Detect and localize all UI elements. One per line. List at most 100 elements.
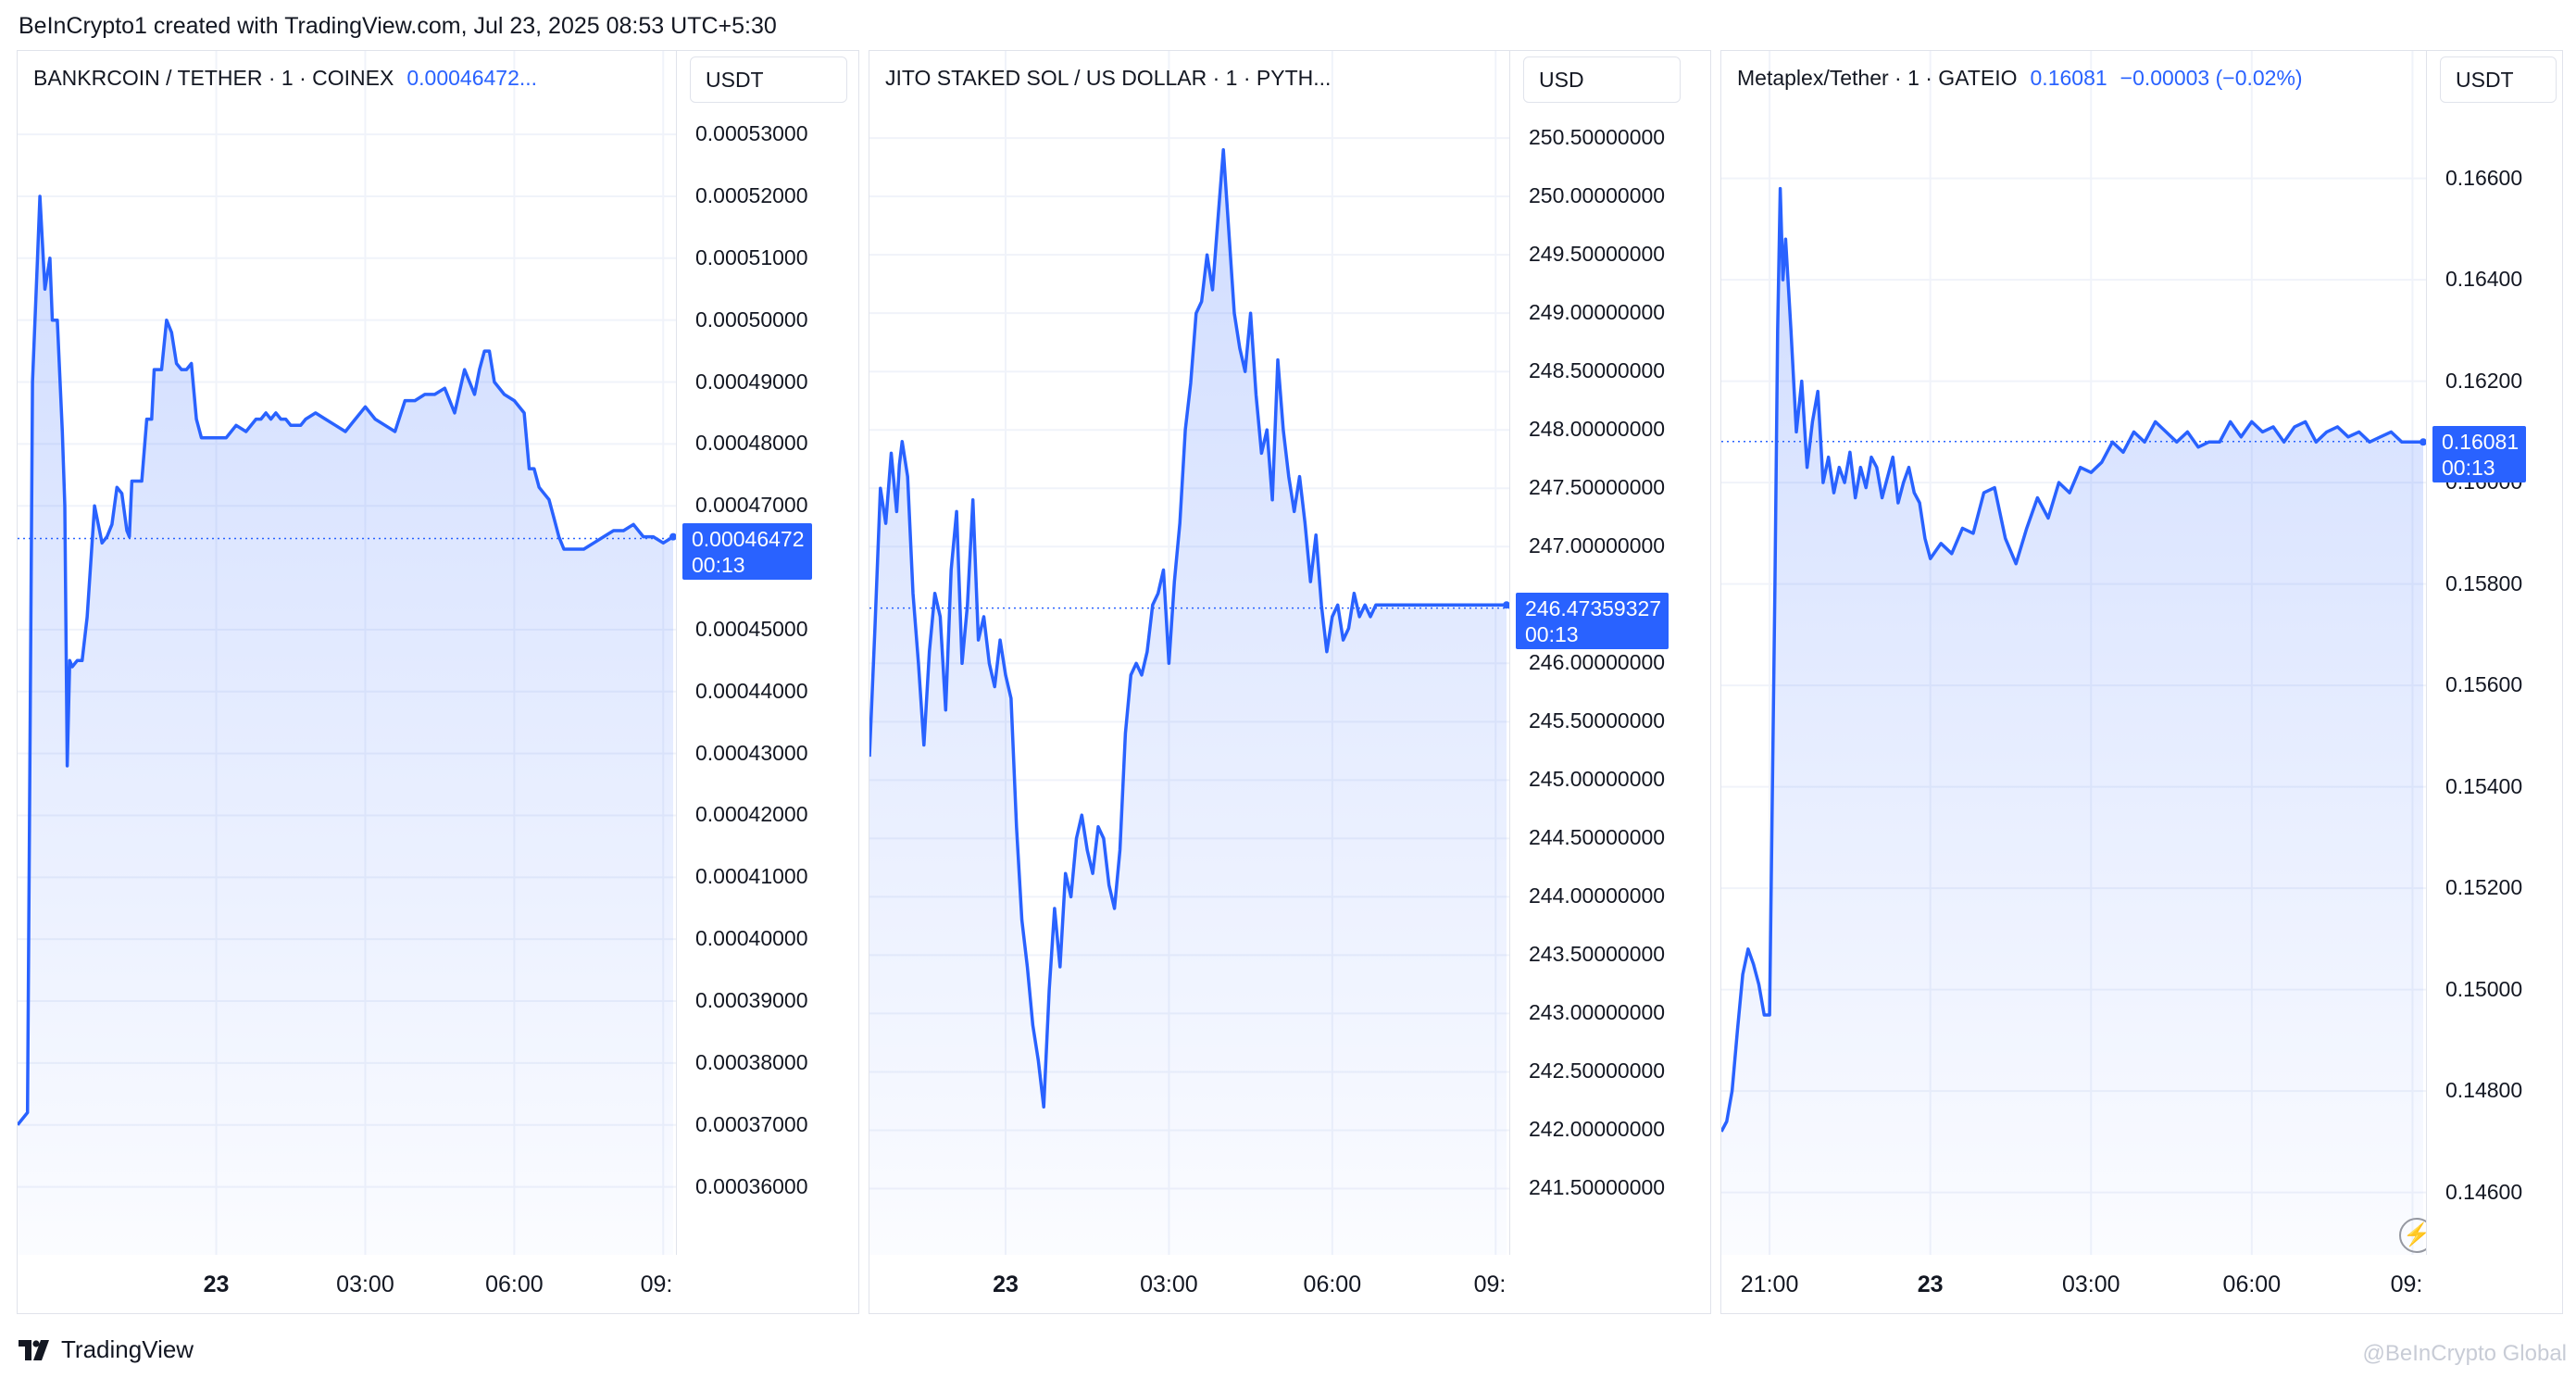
plot-area[interactable]: JITO STAKED SOL / US DOLLAR · 1 · PYTH..… (869, 51, 1510, 1255)
price-tick-label: 242.00000000 (1529, 1117, 1666, 1142)
price-tick-label: 0.00049000 (695, 369, 808, 394)
price-tick-label: 0.00044000 (695, 678, 808, 703)
price-line (1721, 186, 2423, 1133)
chart-credit: BeInCrypto1 created with TradingView.com… (19, 13, 777, 39)
price-chart-bankrcoin (18, 51, 676, 1255)
price-tick-label: 0.00045000 (695, 616, 808, 641)
symbol-name: Metaplex/Tether · 1 · GATEIO (1737, 66, 2018, 90)
last-price-value: 0.00046472 (692, 526, 805, 551)
price-tick-label: 0.14800 (2445, 1078, 2523, 1103)
currency-unit-button[interactable]: USDT (690, 56, 847, 103)
watermark-text: @BeInCrypto Global (2362, 1341, 2567, 1366)
price-tick-label: 243.00000000 (1529, 1000, 1666, 1025)
bar-countdown: 00:13 (1525, 621, 1579, 646)
price-tick-label: 0.00050000 (695, 307, 808, 332)
legend-change: −0.00003 (−0.02%) (2120, 66, 2303, 90)
last-point (1503, 601, 1509, 609)
price-tick-label: 250.00000000 (1529, 183, 1666, 208)
price-axis[interactable]: USDT 0.14600 0.14800 0.15000 0.15200 0.15400… (2427, 51, 2562, 1313)
price-line (869, 147, 1507, 1109)
last-price-tag: 0.16081 00:13 (2432, 425, 2527, 482)
time-tick-label: 09: (2390, 1272, 2423, 1297)
time-tick-label: 09: (640, 1272, 673, 1297)
price-axis[interactable]: USDT 0.00036000 0.00037000 0.00038000 0.000… (677, 51, 858, 1313)
plot-area[interactable]: Metaplex/Tether · 1 · GATEIO 0.16081 −0.00… (1721, 51, 2427, 1255)
price-tick-label: 0.16600 (2445, 165, 2523, 190)
price-tick-label: 0.00051000 (695, 244, 808, 269)
last-price-tag: 246.47359327 00:13 (1516, 592, 1669, 649)
price-tick-label: 0.15400 (2445, 773, 2523, 798)
chart-panel-jitosol[interactable]: JITO STAKED SOL / US DOLLAR · 1 · PYTH..… (869, 50, 1711, 1314)
price-tick-label: 0.00041000 (695, 864, 808, 889)
price-tick-label: 0.00052000 (695, 182, 808, 207)
price-tick-label: 247.00000000 (1529, 533, 1666, 558)
price-tick-label: 0.00038000 (695, 1049, 808, 1074)
time-tick-label: 06:00 (1303, 1272, 1362, 1297)
price-tick-label: 249.50000000 (1529, 242, 1666, 267)
last-price-value: 0.16081 (2442, 429, 2520, 454)
price-tick-label: 0.14600 (2445, 1179, 2523, 1204)
symbol-name: JITO STAKED SOL / US DOLLAR · 1 · PYTH..… (885, 66, 1332, 90)
symbol-legend[interactable]: Metaplex/Tether · 1 · GATEIO 0.16081 −0.00… (1737, 66, 2303, 91)
last-price-tag: 0.00046472 00:13 (682, 522, 812, 580)
chart-panel-metaplex[interactable]: Metaplex/Tether · 1 · GATEIO 0.16081 −0.00… (1720, 50, 2563, 1314)
plot-area[interactable]: BANKRCOIN / TETHER · 1 · COINEX 0.0004647… (18, 51, 677, 1255)
price-tick-label: 0.00043000 (695, 740, 808, 765)
bar-countdown: 00:13 (2442, 455, 2495, 480)
price-tick-label: 0.00053000 (695, 121, 808, 146)
price-tick-label: 0.00048000 (695, 431, 808, 456)
price-tick-label: 248.00000000 (1529, 417, 1666, 442)
logo-text: TradingView (61, 1335, 194, 1363)
tradingview-logo[interactable]: TradingView (19, 1335, 194, 1364)
currency-unit-button[interactable]: USDT (2440, 56, 2557, 103)
chart-panel-bankrcoin[interactable]: BANKRCOIN / TETHER · 1 · COINEX 0.0004647… (17, 50, 859, 1314)
time-tick-label: 06:00 (485, 1272, 544, 1297)
time-tick-label: 23 (993, 1272, 1019, 1297)
price-tick-label: 244.50000000 (1529, 825, 1666, 850)
area-fill (869, 149, 1507, 1255)
price-tick-label: 249.00000000 (1529, 300, 1666, 325)
price-tick-label: 0.15000 (2445, 976, 2523, 1001)
price-tick-label: 0.16400 (2445, 267, 2523, 292)
last-price-value: 246.47359327 (1525, 595, 1662, 620)
legend-price: 0.16081 (2030, 66, 2107, 90)
symbol-legend[interactable]: JITO STAKED SOL / US DOLLAR · 1 · PYTH..… (885, 66, 1331, 91)
time-tick-label: 03:00 (336, 1272, 394, 1297)
price-tick-label: 0.00039000 (695, 988, 808, 1013)
currency-unit-button[interactable]: USD (1523, 56, 1681, 103)
symbol-name: BANKRCOIN / TETHER · 1 · COINEX (33, 66, 394, 90)
price-axis[interactable]: USD 241.50000000 242.00000000 242.50000000… (1510, 51, 1710, 1313)
symbol-legend[interactable]: BANKRCOIN / TETHER · 1 · COINEX 0.0004647… (33, 66, 537, 91)
price-tick-label: 0.00047000 (695, 493, 808, 518)
time-tick-label: 03:00 (2061, 1272, 2120, 1297)
bar-countdown: 00:13 (692, 552, 745, 577)
price-tick-label: 0.00036000 (695, 1173, 808, 1198)
area-fill (1721, 188, 2423, 1255)
price-tick-label: 245.00000000 (1529, 767, 1666, 792)
price-tick-label: 0.00037000 (695, 1111, 808, 1136)
price-tick-label: 0.15200 (2445, 875, 2523, 900)
lightning-icon[interactable]: ⚡ (2399, 1218, 2426, 1253)
price-tick-label: 247.50000000 (1529, 475, 1666, 500)
time-tick-label: 23 (1917, 1272, 1944, 1297)
price-tick-label: 0.16200 (2445, 368, 2523, 393)
price-tick-label: 248.50000000 (1529, 358, 1666, 383)
price-line (18, 194, 674, 1126)
price-tick-label: 246.00000000 (1529, 650, 1666, 675)
last-point (669, 532, 676, 541)
price-tick-label: 0.00040000 (695, 926, 808, 951)
price-tick-label: 242.50000000 (1529, 1059, 1666, 1084)
time-tick-label: 09: (1473, 1272, 1507, 1297)
time-tick-label: 23 (203, 1272, 230, 1297)
price-tick-label: 244.00000000 (1529, 883, 1666, 908)
last-point (2420, 438, 2426, 446)
price-chart-jitosol (869, 51, 1509, 1255)
price-tick-label: 0.00042000 (695, 802, 808, 827)
price-chart-metaplex (1721, 51, 2426, 1255)
price-tick-label: 0.15800 (2445, 570, 2523, 595)
price-tick-label: 241.50000000 (1529, 1175, 1666, 1200)
time-tick-label: 03:00 (1140, 1272, 1198, 1297)
area-fill (18, 196, 673, 1255)
legend-price: 0.00046472... (406, 66, 538, 90)
time-tick-label: 21:00 (1740, 1272, 1799, 1297)
